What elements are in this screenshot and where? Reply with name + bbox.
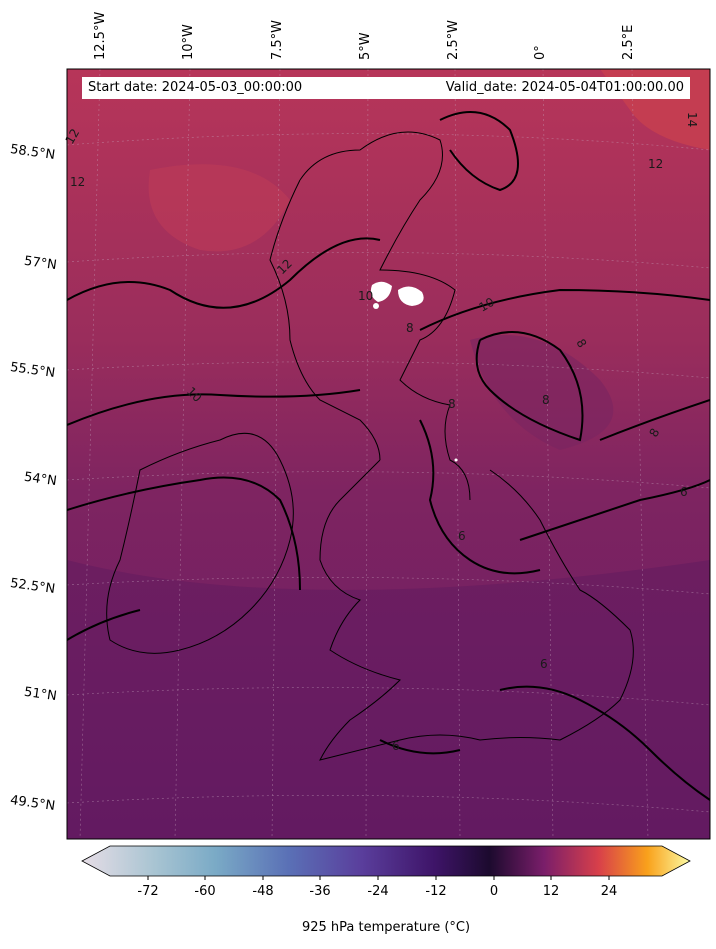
- contour-label: 6: [458, 529, 466, 543]
- contour-label: 10: [358, 289, 373, 303]
- colorbar-tick-label: -36: [309, 884, 331, 899]
- colorbar-title: 925 hPa temperature (°C): [301, 920, 471, 935]
- contour-label: 12: [648, 157, 663, 171]
- colorbar-tick-label: 12: [542, 884, 560, 899]
- contour-label: 12: [70, 175, 85, 189]
- colorbar-tick-label: 24: [600, 884, 618, 899]
- contour-label: 8: [406, 321, 414, 335]
- date-header: Start date: 2024-05-03_00:00:00 Valid_da…: [82, 77, 690, 99]
- valid-date-text: Valid_date: 2024-05-04T01:00:00.00: [445, 80, 684, 95]
- contour-label: 6: [680, 485, 688, 499]
- graticule: [67, 69, 710, 839]
- lon-label: 7.5°W: [270, 19, 285, 60]
- contour-label: 8: [542, 393, 550, 407]
- coastlines: [106, 131, 634, 761]
- colorbar-tick-label: -48: [252, 884, 274, 899]
- contour-lines: [67, 111, 710, 801]
- start-date-text: Start date: 2024-05-03_00:00:00: [88, 80, 303, 95]
- lon-label: 2.5°W: [446, 19, 461, 60]
- lon-label: 10°W: [181, 24, 196, 60]
- temperature-field: [67, 69, 710, 839]
- missing-data-patches: [370, 281, 458, 462]
- colorbar-tick-label: -24: [367, 884, 389, 899]
- contour-label: 14: [685, 112, 699, 127]
- colorbar-tick-label: 0: [489, 884, 499, 899]
- colorbar: [81, 845, 691, 880]
- contour-label: 10: [477, 295, 497, 315]
- map-border: [66, 68, 711, 840]
- lon-label: 2.5°E: [621, 24, 636, 60]
- contour-label: 6: [540, 657, 548, 671]
- colorbar-tick-label: -72: [137, 884, 159, 899]
- colorbar-tick-label: -60: [194, 884, 216, 899]
- contour-label: 6: [392, 739, 400, 753]
- colorbar-tick-label: -12: [425, 884, 447, 899]
- lon-label: 5°W: [358, 32, 373, 60]
- lon-label: 0°: [533, 45, 548, 60]
- contour-label: 8: [448, 397, 456, 411]
- lon-label: 12.5°W: [93, 11, 108, 60]
